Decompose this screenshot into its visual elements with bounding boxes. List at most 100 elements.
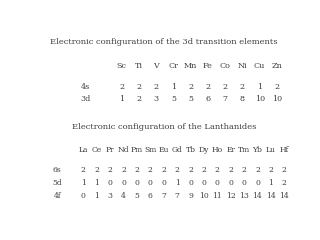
Text: 12: 12 <box>226 192 236 200</box>
Text: 6: 6 <box>148 192 153 200</box>
Text: 0: 0 <box>81 192 86 200</box>
Text: Pr: Pr <box>106 146 115 154</box>
Text: 5d: 5d <box>52 179 62 187</box>
Text: 1: 1 <box>257 83 262 91</box>
Text: 0: 0 <box>148 179 153 187</box>
Text: Ho: Ho <box>212 146 223 154</box>
Text: Electronic configuration of the Lanthanides: Electronic configuration of the Lanthani… <box>72 123 256 131</box>
Text: 0: 0 <box>188 179 193 187</box>
Text: 2: 2 <box>121 166 126 174</box>
Text: 2: 2 <box>282 166 287 174</box>
Text: 8: 8 <box>240 95 245 103</box>
Text: Pm: Pm <box>131 146 143 154</box>
Text: Sc: Sc <box>117 62 127 70</box>
Text: La: La <box>79 146 88 154</box>
Text: 2: 2 <box>81 166 86 174</box>
Text: 2: 2 <box>119 83 124 91</box>
Text: 2: 2 <box>188 166 193 174</box>
Text: V: V <box>153 62 159 70</box>
Text: 0: 0 <box>121 179 126 187</box>
Text: 2: 2 <box>161 166 166 174</box>
Text: Ce: Ce <box>92 146 102 154</box>
Text: 4s: 4s <box>81 83 91 91</box>
Text: 1: 1 <box>171 83 176 91</box>
Text: 14: 14 <box>279 192 289 200</box>
Text: 1: 1 <box>94 192 99 200</box>
Text: 2: 2 <box>175 166 180 174</box>
Text: 11: 11 <box>212 192 222 200</box>
Text: 3: 3 <box>154 95 159 103</box>
Text: 0: 0 <box>161 179 166 187</box>
Text: 3d: 3d <box>81 95 91 103</box>
Text: 2: 2 <box>202 166 206 174</box>
Text: Hf: Hf <box>280 146 289 154</box>
Text: 0: 0 <box>255 179 260 187</box>
Text: 6s: 6s <box>53 166 62 174</box>
Text: 5: 5 <box>188 95 193 103</box>
Text: Dy: Dy <box>199 146 209 154</box>
Text: Zn: Zn <box>271 62 282 70</box>
Text: Nd: Nd <box>118 146 129 154</box>
Text: 2: 2 <box>108 166 113 174</box>
Text: 1: 1 <box>119 95 124 103</box>
Text: 7: 7 <box>223 95 228 103</box>
Text: 2: 2 <box>215 166 220 174</box>
Text: 2: 2 <box>228 166 233 174</box>
Text: Ni: Ni <box>237 62 247 70</box>
Text: 10: 10 <box>199 192 209 200</box>
Text: Fe: Fe <box>203 62 213 70</box>
Text: 14: 14 <box>252 192 262 200</box>
Text: Cu: Cu <box>254 62 265 70</box>
Text: 2: 2 <box>137 95 142 103</box>
Text: 4f: 4f <box>53 192 61 200</box>
Text: 0: 0 <box>215 179 220 187</box>
Text: Mn: Mn <box>184 62 197 70</box>
Text: 2: 2 <box>242 166 246 174</box>
Text: Er: Er <box>226 146 235 154</box>
Text: 0: 0 <box>108 179 113 187</box>
Text: 6: 6 <box>205 95 211 103</box>
Text: 3: 3 <box>108 192 113 200</box>
Text: 14: 14 <box>266 192 276 200</box>
Text: 0: 0 <box>242 179 246 187</box>
Text: 1: 1 <box>268 179 273 187</box>
Text: 9: 9 <box>188 192 193 200</box>
Text: 4: 4 <box>121 192 126 200</box>
Text: 2: 2 <box>240 83 245 91</box>
Text: 2: 2 <box>188 83 193 91</box>
Text: Ti: Ti <box>135 62 143 70</box>
Text: Electronic configuration of the 3d transition elements: Electronic configuration of the 3d trans… <box>50 38 278 46</box>
Text: 5: 5 <box>134 192 140 200</box>
Text: 2: 2 <box>137 83 142 91</box>
Text: 2: 2 <box>94 166 99 174</box>
Text: 1: 1 <box>175 179 180 187</box>
Text: 2: 2 <box>274 83 279 91</box>
Text: 0: 0 <box>202 179 206 187</box>
Text: Tm: Tm <box>238 146 250 154</box>
Text: 13: 13 <box>239 192 249 200</box>
Text: 10: 10 <box>254 95 265 103</box>
Text: 2: 2 <box>148 166 153 174</box>
Text: Co: Co <box>220 62 231 70</box>
Text: Yb: Yb <box>252 146 262 154</box>
Text: 5: 5 <box>171 95 176 103</box>
Text: 2: 2 <box>134 166 140 174</box>
Text: 10: 10 <box>272 95 282 103</box>
Text: Eu: Eu <box>159 146 169 154</box>
Text: 2: 2 <box>282 179 287 187</box>
Text: Lu: Lu <box>266 146 276 154</box>
Text: 0: 0 <box>228 179 233 187</box>
Text: Sm: Sm <box>144 146 156 154</box>
Text: 2: 2 <box>268 166 273 174</box>
Text: Gd: Gd <box>172 146 183 154</box>
Text: 1: 1 <box>94 179 99 187</box>
Text: Cr: Cr <box>169 62 179 70</box>
Text: 7: 7 <box>161 192 166 200</box>
Text: 2: 2 <box>154 83 159 91</box>
Text: 2: 2 <box>223 83 228 91</box>
Text: 0: 0 <box>134 179 140 187</box>
Text: 7: 7 <box>175 192 180 200</box>
Text: 1: 1 <box>81 179 86 187</box>
Text: Tb: Tb <box>186 146 196 154</box>
Text: 2: 2 <box>205 83 211 91</box>
